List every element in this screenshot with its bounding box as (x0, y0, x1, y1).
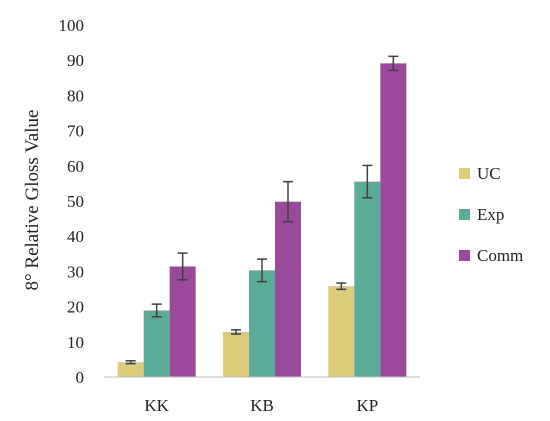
bar-exp-kp (354, 181, 381, 377)
y-axis-ticks: 0 10 20 30 40 50 60 70 80 90 100 (59, 16, 85, 387)
y-tick-label: 60 (67, 157, 84, 176)
bar-comm-kk (169, 266, 196, 377)
legend-label-uc: UC (477, 164, 501, 183)
legend-label-exp: Exp (477, 205, 504, 224)
legend-swatch-exp (459, 209, 470, 220)
legend: UC Exp Comm (459, 164, 523, 265)
x-tick-label: KP (356, 396, 378, 415)
bar-comm-kb (275, 201, 301, 377)
y-tick-label: 10 (67, 333, 84, 352)
y-tick-label: 20 (67, 298, 84, 317)
y-axis-label: 8° Relative Gloss Value (22, 110, 43, 291)
error-bars (125, 55, 399, 365)
bar-uc-kb (223, 331, 249, 377)
legend-label-comm: Comm (477, 246, 523, 265)
x-tick-label: KK (144, 396, 169, 415)
x-axis-ticks: KK KB KP (144, 396, 378, 415)
bars (117, 63, 407, 377)
y-tick-label: 50 (67, 192, 84, 211)
legend-swatch-comm (459, 250, 470, 261)
y-tick-label: 0 (76, 368, 85, 387)
x-tick-label: KB (250, 396, 274, 415)
y-tick-label: 70 (67, 122, 84, 141)
y-tick-label: 30 (67, 262, 84, 281)
legend-swatch-uc (459, 168, 470, 179)
y-tick-label: 80 (67, 86, 84, 105)
bar-comm-kp (380, 63, 407, 377)
y-tick-label: 100 (59, 16, 85, 35)
y-tick-label: 90 (67, 51, 84, 70)
bar-uc-kp (328, 286, 355, 377)
bar-uc-kk (117, 362, 144, 377)
bar-exp-kk (143, 310, 170, 377)
y-tick-label: 40 (67, 227, 84, 246)
bar-exp-kb (249, 270, 275, 377)
